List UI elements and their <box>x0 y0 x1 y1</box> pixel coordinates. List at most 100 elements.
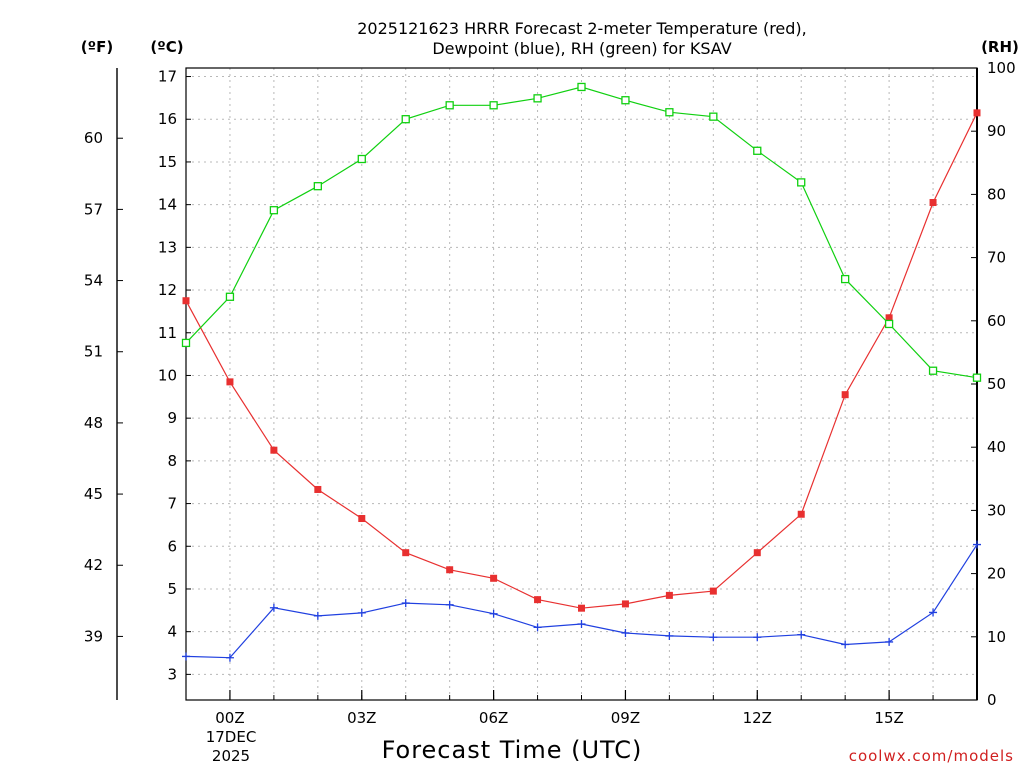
credit-text: coolwx.com/models <box>849 747 1014 765</box>
fahrenheit-tick-label: 60 <box>84 129 103 147</box>
rh-point <box>533 94 542 103</box>
temperature-point <box>665 591 673 599</box>
rh-point <box>797 178 806 187</box>
x-tick-label: 06Z <box>479 709 508 727</box>
dewpoint-point <box>357 608 366 617</box>
rh-tick-label: 70 <box>987 249 1006 267</box>
celsius-tick-label: 12 <box>158 281 177 299</box>
rh-point <box>401 115 410 124</box>
axes: 3942454851545760345678910111213141516170… <box>84 59 1016 727</box>
dewpoint-series <box>182 540 981 662</box>
rh-point <box>313 182 322 191</box>
dewpoint-point <box>182 652 190 661</box>
dewpoint-point <box>577 619 586 628</box>
celsius-tick-label: 10 <box>158 366 177 384</box>
temperature-line <box>185 112 978 609</box>
temperature-point <box>490 574 498 582</box>
dewpoint-point <box>533 623 542 632</box>
fahrenheit-tick-label: 51 <box>84 343 103 361</box>
rh-tick-label: 30 <box>987 501 1006 519</box>
dewpoint-point <box>489 609 498 618</box>
fahrenheit-tick-label: 39 <box>84 627 103 645</box>
celsius-tick-label: 8 <box>167 452 177 470</box>
temperature-point <box>841 391 849 399</box>
temperature-point <box>270 446 278 454</box>
temperature-point <box>226 378 234 386</box>
rh-tick-label: 0 <box>987 691 997 709</box>
celsius-unit-label: (ºC) <box>150 38 183 56</box>
rh-point <box>841 274 850 284</box>
temperature-point <box>753 549 761 557</box>
temperature-point <box>358 515 366 523</box>
rh-tick-label: 90 <box>987 122 1006 140</box>
rh-point <box>489 101 498 110</box>
temperature-point <box>797 510 805 518</box>
chart-title-line-1: 2025121623 HRRR Forecast 2-meter Tempera… <box>357 19 807 38</box>
dewpoint-point <box>841 640 850 649</box>
temperature-point <box>709 587 717 595</box>
rh-tick-label: 20 <box>987 565 1006 583</box>
fahrenheit-tick-label: 48 <box>84 414 103 432</box>
rh-point <box>621 96 630 105</box>
temperature-point <box>973 109 981 117</box>
dewpoint-point <box>269 603 278 612</box>
x-axis-title: Forecast Time (UTC) <box>382 736 643 764</box>
dewpoint-point <box>885 637 894 646</box>
x-tick-label: 15Z <box>874 709 903 727</box>
chart-title-line-2: Dewpoint (blue), RH (green) for KSAV <box>432 39 731 58</box>
x-tick-label: 09Z <box>611 709 640 727</box>
rh-point <box>972 373 982 382</box>
celsius-tick-label: 3 <box>167 665 177 683</box>
celsius-tick-label: 15 <box>158 153 177 171</box>
rh-tick-label: 60 <box>987 312 1006 330</box>
rh-point <box>357 154 366 164</box>
dewpoint-point <box>665 631 674 640</box>
temperature-point <box>621 600 629 608</box>
dewpoint-point <box>225 653 234 662</box>
rh-unit-label: (RH) <box>981 38 1019 56</box>
dewpoint-point <box>709 633 718 642</box>
rh-point <box>884 319 894 329</box>
celsius-tick-label: 6 <box>167 537 177 555</box>
x-tick-label: 00Z <box>215 709 244 727</box>
dewpoint-point <box>929 608 938 617</box>
fahrenheit-tick-label: 54 <box>84 272 103 290</box>
rh-point <box>928 366 938 375</box>
date-label-day: 17DEC <box>206 728 257 746</box>
rh-point <box>665 108 674 117</box>
celsius-tick-label: 13 <box>158 238 177 256</box>
dewpoint-point <box>753 633 762 642</box>
dewpoint-point <box>797 630 806 639</box>
fahrenheit-tick-label: 57 <box>84 200 103 218</box>
fahrenheit-tick-label: 45 <box>84 485 103 503</box>
dewpoint-point <box>621 628 630 637</box>
rh-tick-label: 50 <box>987 375 1006 393</box>
rh-tick-label: 100 <box>987 59 1016 77</box>
celsius-tick-label: 5 <box>167 580 177 598</box>
dewpoint-point <box>973 540 981 549</box>
rh-tick-label: 10 <box>987 628 1006 646</box>
celsius-tick-label: 11 <box>158 324 177 342</box>
temperature-point <box>446 566 454 574</box>
rh-tick-label: 80 <box>987 185 1006 203</box>
rh-series <box>181 82 982 382</box>
rh-point <box>225 292 235 301</box>
rh-tick-label: 40 <box>987 438 1006 456</box>
fahrenheit-tick-label: 42 <box>84 556 103 574</box>
date-label-year: 2025 <box>212 747 250 765</box>
rh-point <box>709 112 718 121</box>
temperature-series <box>182 109 981 612</box>
dewpoint-point <box>313 611 322 620</box>
temperature-point <box>402 549 410 557</box>
celsius-tick-label: 17 <box>158 68 177 86</box>
rh-point <box>445 101 454 110</box>
x-tick-label: 12Z <box>743 709 772 727</box>
temperature-point <box>578 604 585 612</box>
celsius-tick-label: 16 <box>158 110 177 128</box>
celsius-tick-label: 9 <box>167 409 177 427</box>
celsius-tick-label: 4 <box>167 623 177 641</box>
fahrenheit-unit-label: (ºF) <box>81 38 113 56</box>
temperature-point <box>314 485 322 493</box>
celsius-tick-label: 7 <box>167 495 177 513</box>
